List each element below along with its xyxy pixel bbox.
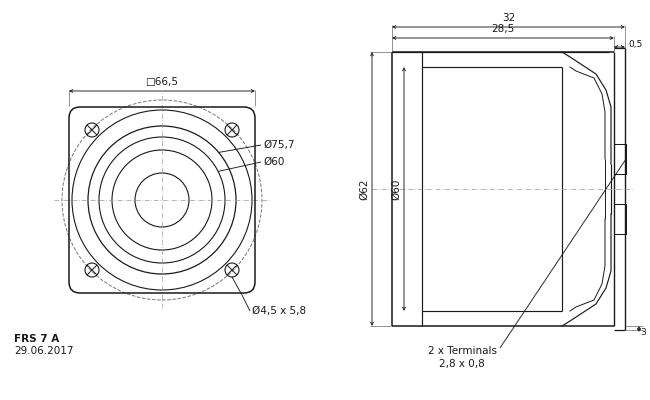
Text: 32: 32 <box>502 13 515 23</box>
Text: Ø60: Ø60 <box>391 178 401 200</box>
Text: 2 x Terminals: 2 x Terminals <box>428 346 497 356</box>
Text: 0,5: 0,5 <box>628 40 642 50</box>
Text: 2,8 x 0,8: 2,8 x 0,8 <box>439 359 485 369</box>
Text: FRS 7 A: FRS 7 A <box>14 334 59 344</box>
Text: 28,5: 28,5 <box>491 24 515 34</box>
Text: Ø60: Ø60 <box>263 157 285 167</box>
Text: Ø75,7: Ø75,7 <box>263 140 294 150</box>
Text: 29.06.2017: 29.06.2017 <box>14 346 73 356</box>
Text: 3: 3 <box>640 328 646 337</box>
Text: Ø62: Ø62 <box>359 178 369 200</box>
Text: Ø4,5 x 5,8: Ø4,5 x 5,8 <box>252 306 306 316</box>
Text: □66,5: □66,5 <box>146 77 179 87</box>
